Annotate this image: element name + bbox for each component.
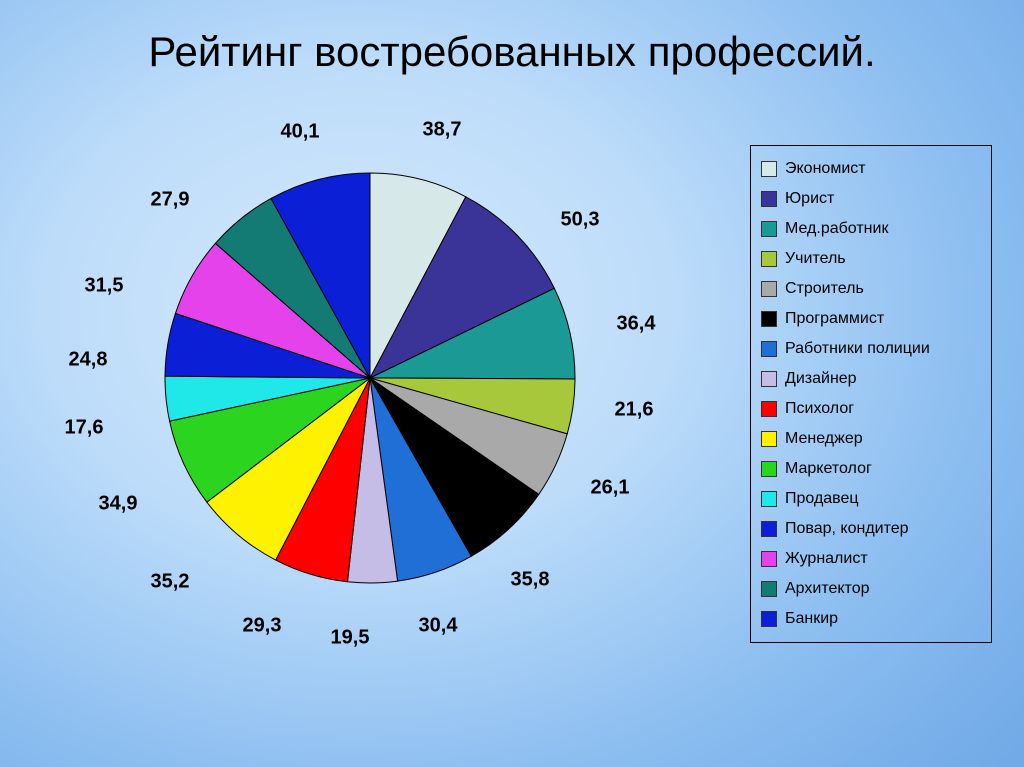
- legend-swatch: [761, 311, 777, 327]
- data-label: 24,8: [69, 349, 108, 372]
- data-label: 21,6: [615, 399, 654, 422]
- legend-item: Маркетолог: [761, 454, 981, 484]
- legend-item: Строитель: [761, 274, 981, 304]
- legend-item: Журналист: [761, 544, 981, 574]
- legend-item: Дизайнер: [761, 364, 981, 394]
- legend: Экономист Юрист Мед.работник Учитель Строите…: [750, 145, 992, 643]
- legend-swatch: [761, 521, 777, 537]
- legend-swatch: [761, 551, 777, 567]
- legend-item: Учитель: [761, 244, 981, 274]
- data-label: 34,9: [99, 493, 138, 516]
- legend-item: Мед.работник: [761, 214, 981, 244]
- pie-svg: [160, 168, 580, 588]
- legend-swatch: [761, 341, 777, 357]
- legend-label: Повар, кондитер: [785, 520, 909, 538]
- data-label: 19,5: [331, 627, 370, 650]
- legend-item: Повар, кондитер: [761, 514, 981, 544]
- legend-swatch: [761, 491, 777, 507]
- legend-label: Банкир: [785, 610, 838, 628]
- data-label: 35,2: [151, 571, 190, 594]
- legend-swatch: [761, 581, 777, 597]
- legend-item: Работники полиции: [761, 334, 981, 364]
- legend-label: Дизайнер: [785, 370, 857, 388]
- pie-chart: 38,7 50,3 36,4 21,6 26,1 35,8 30,4 19,5 29,3 35,2…: [40, 110, 680, 730]
- data-label: 36,4: [617, 313, 656, 336]
- legend-swatch: [761, 191, 777, 207]
- legend-label: Строитель: [785, 280, 864, 298]
- legend-label: Экономист: [785, 160, 866, 178]
- legend-label: Программист: [785, 310, 884, 328]
- legend-swatch: [761, 461, 777, 477]
- legend-label: Работники полиции: [785, 340, 930, 358]
- data-label: 40,1: [281, 121, 320, 144]
- legend-swatch: [761, 611, 777, 627]
- page-title: Рейтинг востребованных профессий.: [0, 28, 1024, 76]
- legend-item: Банкир: [761, 604, 981, 634]
- legend-item: Менеджер: [761, 424, 981, 454]
- legend-label: Учитель: [785, 250, 846, 268]
- data-label: 17,6: [65, 417, 104, 440]
- data-label: 29,3: [243, 615, 282, 638]
- legend-label: Архитектор: [785, 580, 870, 598]
- legend-swatch: [761, 221, 777, 237]
- legend-item: Психолог: [761, 394, 981, 424]
- legend-label: Менеджер: [785, 430, 863, 448]
- legend-swatch: [761, 371, 777, 387]
- legend-item: Продавец: [761, 484, 981, 514]
- data-label: 31,5: [85, 275, 124, 298]
- data-label: 35,8: [511, 569, 550, 592]
- legend-label: Юрист: [785, 190, 834, 208]
- data-label: 27,9: [151, 189, 190, 212]
- data-label: 30,4: [419, 615, 458, 638]
- legend-swatch: [761, 401, 777, 417]
- legend-swatch: [761, 161, 777, 177]
- data-label: 26,1: [591, 477, 630, 500]
- legend-item: Экономист: [761, 154, 981, 184]
- legend-swatch: [761, 251, 777, 267]
- data-label: 38,7: [423, 119, 462, 142]
- legend-swatch: [761, 281, 777, 297]
- legend-label: Маркетолог: [785, 460, 872, 478]
- legend-item: Программист: [761, 304, 981, 334]
- pie-wrap: [160, 168, 580, 588]
- legend-item: Архитектор: [761, 574, 981, 604]
- legend-label: Мед.работник: [785, 220, 888, 238]
- legend-item: Юрист: [761, 184, 981, 214]
- legend-label: Психолог: [785, 400, 854, 418]
- legend-label: Продавец: [785, 490, 859, 508]
- data-label: 50,3: [561, 209, 600, 232]
- legend-swatch: [761, 431, 777, 447]
- legend-label: Журналист: [785, 550, 868, 568]
